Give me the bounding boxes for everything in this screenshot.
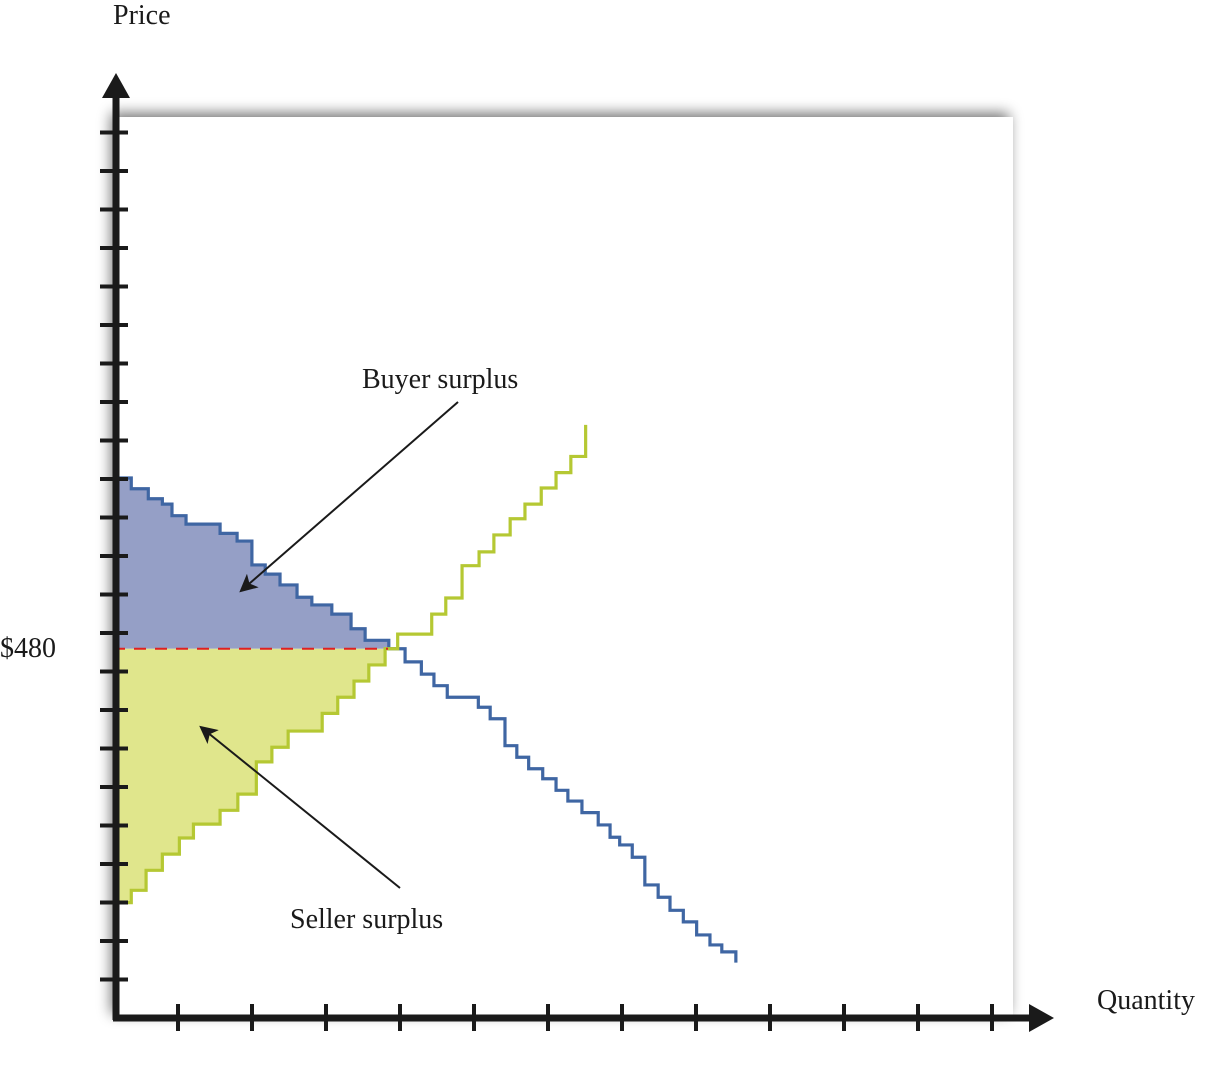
seller-surplus-arrow (199, 725, 401, 889)
buyer-surplus-label: Buyer surplus (362, 364, 519, 395)
buyer-surplus-area (115, 478, 406, 649)
buyer-surplus-arrow (239, 401, 459, 593)
supply-curve (115, 424, 588, 905)
demand-curve (115, 476, 738, 963)
x-axis-label: Quantity (1097, 985, 1195, 1016)
y-axis-arrowhead (102, 73, 130, 98)
y-axis-label: Price (113, 0, 171, 31)
x-axis-arrowhead (1029, 1004, 1054, 1032)
seller-surplus-label: Seller surplus (290, 904, 444, 935)
equilibrium-price-label: $480 (0, 633, 56, 664)
